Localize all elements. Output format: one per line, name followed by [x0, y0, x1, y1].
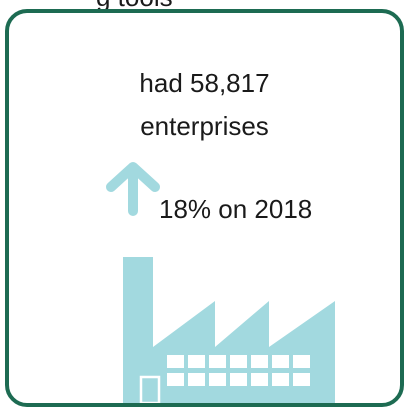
change-text: 18% on 2018 [159, 194, 313, 224]
up-arrow-icon [106, 162, 160, 216]
headline-label: enterprises [140, 111, 269, 141]
factory-icon [123, 257, 335, 403]
headline-count: had 58,817 [139, 68, 270, 98]
stat-card: had 58,817 enterprises 18% on 2018 [5, 9, 404, 407]
